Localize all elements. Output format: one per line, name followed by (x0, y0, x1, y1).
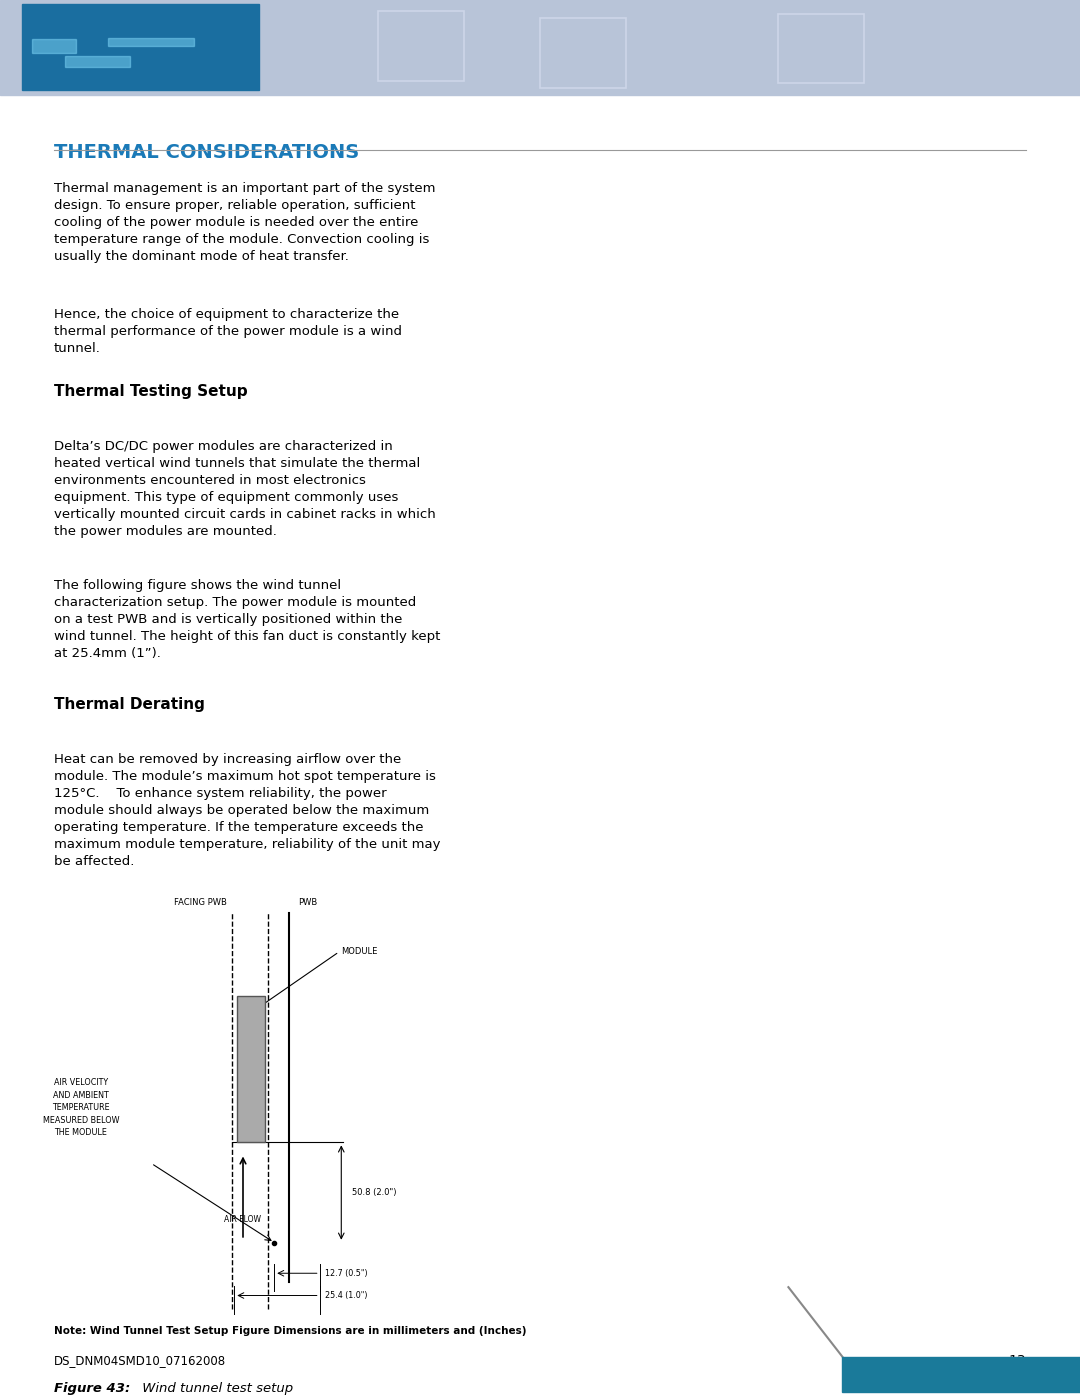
Text: Delta’s DC/DC power modules are characterized in
heated vertical wind tunnels th: Delta’s DC/DC power modules are characte… (54, 440, 435, 538)
Bar (22, 4, 259, 91)
Text: 50.8 (2.0"): 50.8 (2.0") (352, 1187, 396, 1197)
Text: Note: Wind Tunnel Test Setup Figure Dimensions are in millimeters and (Inches): Note: Wind Tunnel Test Setup Figure Dime… (54, 1326, 527, 1336)
Text: AIR FLOW: AIR FLOW (225, 1215, 261, 1224)
Text: Heat can be removed by increasing airflow over the
module. The module’s maximum : Heat can be removed by increasing airflo… (54, 753, 441, 868)
Bar (0, 0, 1080, 95)
Text: Figure 43:: Figure 43: (54, 1382, 131, 1394)
Text: 13: 13 (1009, 1354, 1026, 1368)
Bar (108, 38, 194, 46)
Text: Thermal Derating: Thermal Derating (54, 697, 205, 712)
Text: MODULE: MODULE (341, 947, 378, 957)
Bar (540, 18, 626, 88)
Text: FACING PWB: FACING PWB (174, 898, 227, 907)
Text: AIR VELOCITY
AND AMBIENT
TEMPERATURE
MEASURED BELOW
THE MODULE: AIR VELOCITY AND AMBIENT TEMPERATURE MEA… (43, 1078, 119, 1137)
Text: Thermal management is an important part of the system
design. To ensure proper, : Thermal management is an important part … (54, 182, 435, 263)
Bar (778, 14, 864, 84)
Bar (32, 39, 76, 53)
Text: 25.4 (1.0"): 25.4 (1.0") (325, 1291, 367, 1301)
Text: PWB: PWB (298, 898, 318, 907)
Bar (842, 1356, 1080, 1391)
Bar (378, 11, 464, 81)
Text: DS_DNM04SMD10_07162008: DS_DNM04SMD10_07162008 (54, 1355, 226, 1368)
Text: The following figure shows the wind tunnel
characterization setup. The power mod: The following figure shows the wind tunn… (54, 578, 441, 659)
Bar (237, 996, 265, 1143)
Text: Hence, the choice of equipment to characterize the
thermal performance of the po: Hence, the choice of equipment to charac… (54, 307, 402, 355)
Bar (65, 56, 130, 67)
Text: 12.7 (0.5"): 12.7 (0.5") (325, 1268, 367, 1278)
Text: THERMAL CONSIDERATIONS: THERMAL CONSIDERATIONS (54, 144, 360, 162)
Text: Thermal Testing Setup: Thermal Testing Setup (54, 384, 247, 400)
Text: Wind tunnel test setup: Wind tunnel test setup (138, 1382, 294, 1394)
